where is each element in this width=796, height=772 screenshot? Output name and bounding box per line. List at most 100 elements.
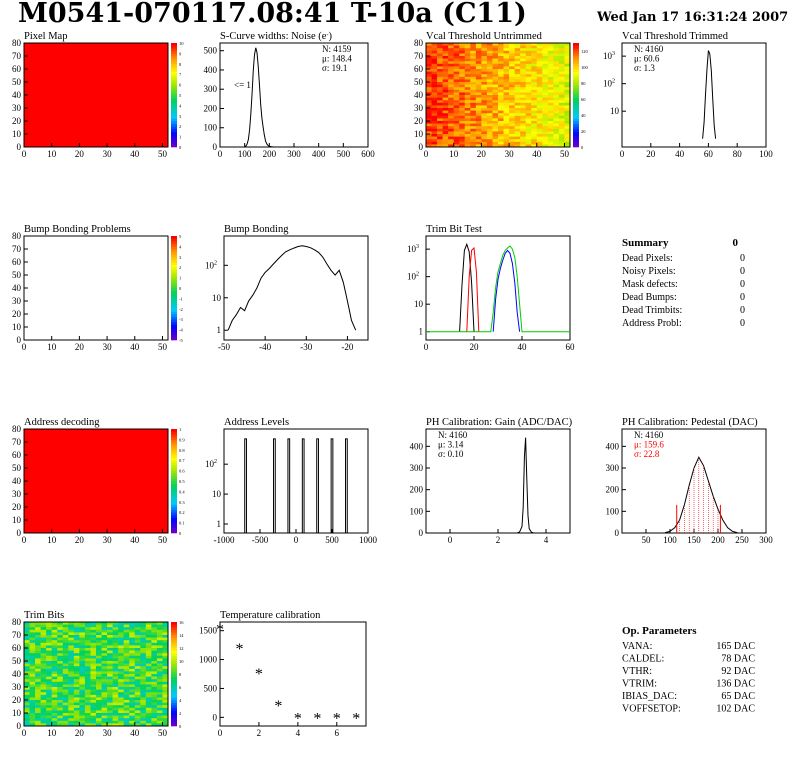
heatmap-cell (24, 658, 30, 662)
heatmap-cell (475, 92, 482, 96)
heatmap-cell (448, 139, 454, 143)
heatmap-cell (542, 56, 549, 59)
heatmap-cell (481, 74, 488, 78)
y-tick-label: 10 (12, 322, 22, 332)
heatmap-cell (536, 95, 543, 98)
heatmap-cell (79, 655, 86, 659)
color-scale-segment (573, 74, 579, 78)
color-scale-label: 40 (581, 113, 586, 118)
heatmap-cell (492, 134, 499, 137)
heatmap-cell (448, 121, 454, 124)
heatmap-cell (79, 720, 86, 724)
color-scale-segment (171, 486, 177, 490)
heatmap-cell (464, 95, 471, 98)
heatmap-cell (542, 71, 549, 75)
heatmap-cell (96, 684, 102, 688)
heatmap-cell (118, 702, 124, 706)
heatmap-cell (448, 128, 454, 132)
address-level-spike (301, 438, 305, 533)
heatmap-cell (464, 105, 471, 109)
heatmap-cell (123, 707, 130, 711)
heatmap-cell (90, 689, 97, 693)
x-tick-label: 10 (47, 728, 57, 738)
heatmap-cell (481, 136, 488, 140)
heatmap-cell (459, 66, 466, 70)
heatmap-cell (481, 45, 488, 49)
heatmap-cell (481, 63, 488, 67)
heatmap-cell (459, 76, 466, 80)
heatmap-cell (547, 131, 554, 135)
color-scale-segment (171, 462, 177, 466)
heatmap-cell (96, 653, 102, 657)
heatmap-cell (151, 629, 158, 633)
heatmap-cell (514, 63, 521, 67)
heatmap-cell (129, 668, 136, 672)
heatmap-cell (442, 134, 449, 137)
heatmap-cell (140, 629, 147, 633)
heatmap-cell (24, 681, 30, 685)
y-tick-label: 10 (12, 708, 22, 718)
heatmap-cell (464, 89, 471, 93)
heatmap-cell (24, 679, 30, 683)
heatmap-cell (503, 82, 510, 85)
heatmap-cell (503, 87, 510, 91)
heatmap-cell (426, 100, 432, 104)
heatmap-cell (35, 694, 41, 698)
heatmap-cell (40, 637, 47, 641)
heatmap-cell (46, 635, 52, 638)
heatmap-cell (525, 63, 532, 67)
heatmap-cell (90, 676, 97, 680)
heatmap-cell (448, 118, 454, 122)
heatmap-cell (129, 629, 136, 633)
heatmap-cell (107, 637, 113, 641)
heatmap-cell (145, 629, 152, 633)
heatmap-cell (134, 653, 141, 657)
heatmap-cell (118, 624, 124, 628)
heatmap-cell (79, 661, 86, 664)
heatmap-cell (101, 702, 108, 706)
heatmap-cell (442, 113, 449, 117)
heatmap-cell (156, 674, 163, 677)
heatmap-cell (57, 645, 64, 649)
heatmap-cell (531, 43, 538, 46)
x-tick-label: 40 (532, 149, 542, 159)
heatmap-cell (107, 676, 113, 680)
heatmap-cell (542, 95, 549, 98)
heatmap-cell (123, 624, 130, 628)
color-scale-label: 3 (179, 255, 182, 260)
y-tick-label: 1 (419, 327, 424, 337)
heatmap-cell (134, 679, 141, 683)
color-scale-segment (171, 718, 177, 722)
heatmap-cell (475, 58, 482, 62)
heatmap-cell (90, 640, 97, 644)
heatmap-cell (553, 61, 560, 65)
heatmap-cell (558, 48, 565, 52)
heatmap-cell (564, 74, 571, 78)
color-scale-segment (573, 118, 579, 122)
heatmap-cell (464, 66, 471, 70)
color-scale-label: 5 (179, 93, 182, 98)
heatmap-cell (107, 702, 113, 706)
heatmap-cell (90, 622, 97, 625)
color-scale-label: 10 (179, 41, 184, 46)
heatmap-cell (426, 95, 432, 98)
color-scale-segment (171, 713, 177, 716)
heatmap-cell (514, 95, 521, 98)
color-scale-segment (171, 282, 177, 286)
heatmap-cell (564, 76, 571, 80)
heatmap-cell (162, 642, 169, 646)
heatmap-cell (464, 79, 471, 83)
heatmap-cell (542, 50, 549, 54)
heatmap-cell (547, 63, 554, 67)
heatmap-cell (547, 128, 554, 132)
heatmap-cell (35, 668, 41, 672)
heatmap-cell (84, 718, 91, 722)
heatmap-cell (520, 48, 526, 52)
heatmap-cell (145, 681, 152, 685)
heatmap-cell (112, 624, 119, 628)
address-level-spike (345, 438, 348, 533)
color-scale-label: 6 (179, 83, 182, 88)
heatmap-cell (547, 100, 554, 104)
chart-title: Bump Bonding Problems (24, 224, 131, 235)
